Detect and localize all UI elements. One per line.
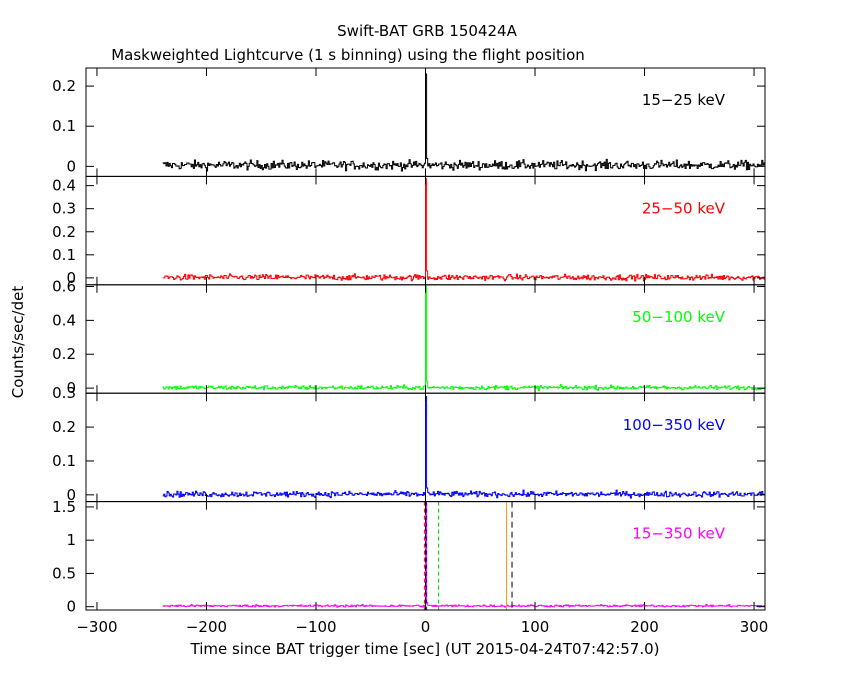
x-tick-label: 100 [521, 618, 550, 636]
lightcurve-series-4 [162, 503, 766, 608]
y-tick-label: 0.2 [52, 345, 76, 363]
y-tick-label: 0.3 [52, 384, 76, 402]
y-tick-label: 0 [66, 269, 76, 287]
panel-1: 0 0.1 0.2 0.3 0.4 25−50 keV [52, 175, 766, 287]
x-tick-label: −300 [76, 618, 117, 636]
x-tick-label: 200 [630, 618, 659, 636]
band-label: 100−350 keV [623, 416, 726, 434]
band-label: 50−100 keV [632, 308, 725, 326]
y-tick-label: 0.4 [52, 177, 76, 195]
x-axis-label: Time since BAT trigger time [sec] (UT 20… [190, 640, 660, 658]
y-tick-label: 0 [66, 379, 76, 397]
panel-4: 0 0.5 1 1.5 15−350 keV [52, 498, 766, 616]
panel-3: 0 0.1 0.2 0.3 100−350 keV [52, 384, 766, 504]
y-tick-label: 0 [66, 157, 76, 175]
chart-subtitle: Maskweighted Lightcurve (1 s binning) us… [111, 46, 585, 64]
y-tick-label: 0.1 [52, 117, 76, 135]
band-label: 25−50 keV [642, 199, 726, 217]
x-tick-label: 0 [421, 618, 431, 636]
y-tick-label: 0.2 [52, 418, 76, 436]
lightcurve-series-2 [162, 285, 766, 391]
x-tick-label: −200 [186, 618, 227, 636]
y-tick-label: 0.3 [52, 200, 76, 218]
y-tick-label: 0.2 [52, 77, 76, 95]
lightcurve-series-3 [162, 396, 766, 499]
y-tick-label: 0.1 [52, 452, 76, 470]
y-tick-label: 0.1 [52, 246, 76, 264]
y-tick-label: 1.5 [52, 498, 76, 516]
band-label: 15−25 keV [642, 91, 726, 109]
y-tick-label: 0.6 [52, 277, 76, 295]
y-axis-label: Counts/sec/det [9, 286, 27, 399]
lightcurve-series-1 [162, 178, 766, 282]
x-tick-label: −100 [295, 618, 336, 636]
y-tick-label: 0 [66, 598, 76, 616]
lightcurve-series-0 [162, 73, 766, 172]
y-tick-label: 0 [66, 486, 76, 504]
band-label: 15−350 keV [632, 525, 725, 543]
panel-2: 0 0.2 0.4 0.6 50−100 keV [52, 277, 766, 397]
chart-title: Swift-BAT GRB 150424A [337, 22, 517, 40]
y-tick-label: 0.5 [52, 564, 76, 582]
y-tick-label: 1 [66, 531, 76, 549]
panel-0: 0 0.1 0.2 15−25 keV [52, 67, 766, 177]
y-tick-label: 0.2 [52, 223, 76, 241]
x-tick-label: 300 [740, 618, 769, 636]
y-tick-label: 0.4 [52, 311, 76, 329]
